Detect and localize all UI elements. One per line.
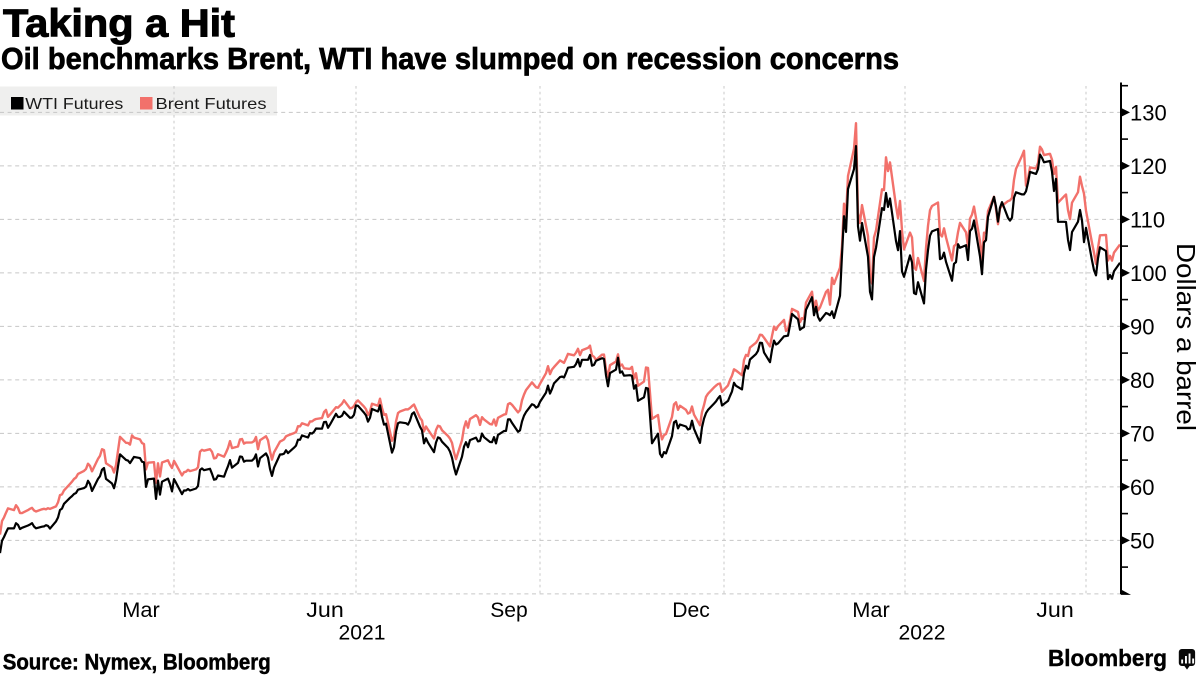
svg-text:90: 90 bbox=[1130, 314, 1154, 339]
svg-text:60: 60 bbox=[1130, 475, 1154, 500]
svg-text:2022: 2022 bbox=[899, 622, 946, 645]
svg-text:Jun: Jun bbox=[306, 599, 344, 622]
svg-text:Sep: Sep bbox=[490, 599, 528, 622]
svg-text:Bloomberg: Bloomberg bbox=[1048, 645, 1167, 671]
svg-text:Dec: Dec bbox=[672, 599, 710, 622]
svg-text:2021: 2021 bbox=[339, 622, 386, 645]
svg-text:Dollars a barrel: Dollars a barrel bbox=[1171, 243, 1200, 431]
svg-text:Jun: Jun bbox=[1036, 599, 1074, 622]
svg-text:50: 50 bbox=[1130, 528, 1154, 553]
svg-text:Taking a Hit: Taking a Hit bbox=[3, 3, 235, 46]
svg-text:Oil benchmarks Brent, WTI have: Oil benchmarks Brent, WTI have slumped o… bbox=[1, 42, 899, 76]
svg-text:Mar: Mar bbox=[852, 599, 890, 622]
svg-text:100: 100 bbox=[1130, 261, 1167, 286]
svg-text:Source: Nymex, Bloomberg: Source: Nymex, Bloomberg bbox=[3, 649, 271, 674]
svg-text:Brent Futures: Brent Futures bbox=[156, 96, 267, 113]
svg-text:110: 110 bbox=[1130, 207, 1165, 232]
svg-text:130: 130 bbox=[1130, 100, 1167, 125]
svg-text:Mar: Mar bbox=[122, 599, 160, 622]
svg-text:120: 120 bbox=[1130, 154, 1167, 179]
svg-text:WTI Futures: WTI Futures bbox=[25, 96, 123, 113]
svg-text:80: 80 bbox=[1130, 368, 1154, 393]
svg-text:70: 70 bbox=[1130, 421, 1154, 446]
